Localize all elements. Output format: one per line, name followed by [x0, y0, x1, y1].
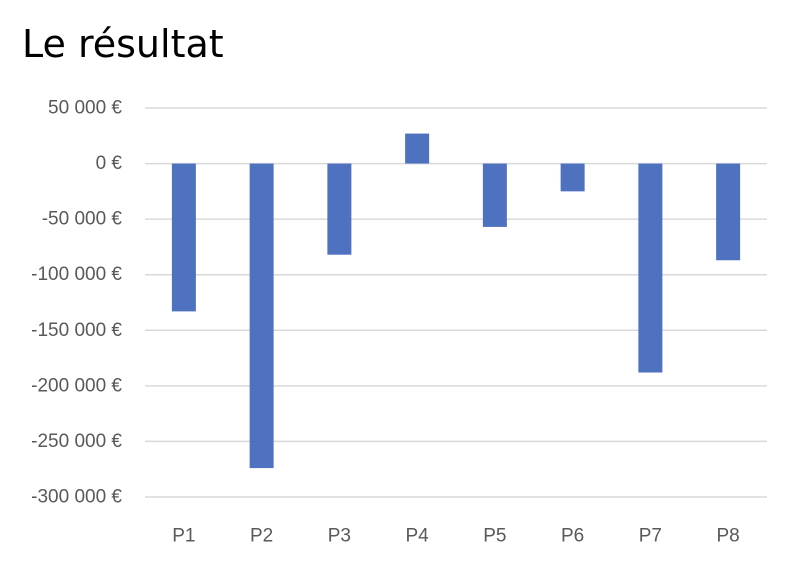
y-tick-label: -100 000 €	[31, 264, 122, 285]
y-tick-label: -150 000 €	[31, 320, 122, 341]
y-tick-label: -300 000 €	[31, 487, 122, 508]
y-tick-label: 50 000 €	[48, 98, 122, 119]
x-tick-label: P4	[406, 526, 430, 547]
bar-p1	[171, 163, 196, 312]
x-tick-label: P3	[328, 526, 351, 547]
bar-p7	[638, 163, 663, 373]
bar-p3	[327, 163, 352, 255]
bar-p4	[405, 133, 430, 164]
chart-title: Le résultat	[22, 22, 224, 66]
gridlines	[145, 107, 767, 498]
y-tick-label: 0 €	[96, 153, 123, 174]
x-tick-label: P8	[717, 526, 740, 547]
bar-p2	[249, 163, 274, 469]
y-tick-label: -50 000 €	[42, 209, 123, 230]
y-tick-label: -250 000 €	[31, 431, 122, 452]
x-tick-label: P7	[639, 526, 662, 547]
x-tick-label: P1	[172, 526, 195, 547]
y-axis-tick-labels: 50 000 € 0 € -50 000 € -100 000 € -150 000 €…	[31, 98, 122, 508]
x-tick-label: P6	[561, 526, 584, 547]
bar-p5	[482, 163, 507, 227]
bars	[171, 133, 741, 469]
x-tick-label: P2	[250, 526, 273, 547]
bar-p6	[560, 163, 585, 192]
x-tick-label: P5	[483, 526, 506, 547]
bar-p8	[716, 163, 741, 261]
x-axis-tick-labels: P1 P2 P3 P4 P5 P6 P7 P8	[172, 526, 740, 547]
y-tick-label: -200 000 €	[31, 375, 122, 396]
